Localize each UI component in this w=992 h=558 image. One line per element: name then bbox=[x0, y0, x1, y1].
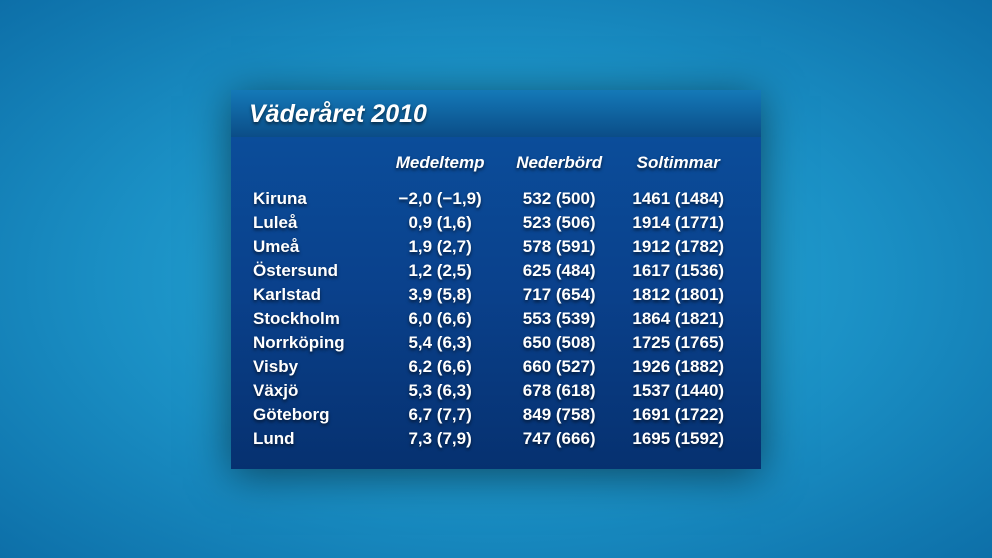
table-container: Medeltemp Nederbörd Soltimmar Kiruna−2,0… bbox=[231, 137, 761, 469]
cell-city: Visby bbox=[253, 355, 379, 379]
cell-soltimmar: 1914 (1771) bbox=[617, 211, 739, 235]
cell-nederbord: 849 (758) bbox=[501, 403, 618, 427]
table-row: Karlstad3,9 (5,8)717 (654)1812 (1801) bbox=[253, 283, 739, 307]
table-row: Visby6,2 (6,6)660 (527)1926 (1882) bbox=[253, 355, 739, 379]
cell-city: Lund bbox=[253, 427, 379, 451]
cell-city: Umeå bbox=[253, 235, 379, 259]
cell-nederbord: 553 (539) bbox=[501, 307, 618, 331]
cell-medeltemp: 5,4 (6,3) bbox=[379, 331, 501, 355]
table-row: Stockholm6,0 (6,6)553 (539)1864 (1821) bbox=[253, 307, 739, 331]
table-body: Kiruna−2,0 (−1,9)532 (500)1461 (1484)Lul… bbox=[253, 187, 739, 451]
cell-nederbord: 650 (508) bbox=[501, 331, 618, 355]
cell-soltimmar: 1691 (1722) bbox=[617, 403, 739, 427]
cell-city: Stockholm bbox=[253, 307, 379, 331]
cell-soltimmar: 1926 (1882) bbox=[617, 355, 739, 379]
table-row: Norrköping5,4 (6,3)650 (508)1725 (1765) bbox=[253, 331, 739, 355]
cell-city: Karlstad bbox=[253, 283, 379, 307]
cell-medeltemp: 6,0 (6,6) bbox=[379, 307, 501, 331]
cell-city: Göteborg bbox=[253, 403, 379, 427]
cell-soltimmar: 1725 (1765) bbox=[617, 331, 739, 355]
cell-medeltemp: 3,9 (5,8) bbox=[379, 283, 501, 307]
cell-soltimmar: 1812 (1801) bbox=[617, 283, 739, 307]
cell-nederbord: 532 (500) bbox=[501, 187, 618, 211]
table-row: Göteborg6,7 (7,7)849 (758)1691 (1722) bbox=[253, 403, 739, 427]
cell-medeltemp: 1,2 (2,5) bbox=[379, 259, 501, 283]
cell-nederbord: 625 (484) bbox=[501, 259, 618, 283]
cell-soltimmar: 1461 (1484) bbox=[617, 187, 739, 211]
table-row: Luleå0,9 (1,6)523 (506)1914 (1771) bbox=[253, 211, 739, 235]
cell-medeltemp: 7,3 (7,9) bbox=[379, 427, 501, 451]
cell-nederbord: 660 (527) bbox=[501, 355, 618, 379]
weather-table: Medeltemp Nederbörd Soltimmar Kiruna−2,0… bbox=[253, 151, 739, 451]
cell-soltimmar: 1617 (1536) bbox=[617, 259, 739, 283]
table-row: Östersund1,2 (2,5)625 (484)1617 (1536) bbox=[253, 259, 739, 283]
cell-nederbord: 678 (618) bbox=[501, 379, 618, 403]
cell-medeltemp: 6,2 (6,6) bbox=[379, 355, 501, 379]
table-row: Kiruna−2,0 (−1,9)532 (500)1461 (1484) bbox=[253, 187, 739, 211]
cell-medeltemp: 5,3 (6,3) bbox=[379, 379, 501, 403]
cell-city: Kiruna bbox=[253, 187, 379, 211]
cell-soltimmar: 1537 (1440) bbox=[617, 379, 739, 403]
header-nederbord: Nederbörd bbox=[501, 151, 618, 187]
table-row: Lund7,3 (7,9)747 (666)1695 (1592) bbox=[253, 427, 739, 451]
title-bar: Väderåret 2010 bbox=[231, 90, 761, 137]
cell-city: Luleå bbox=[253, 211, 379, 235]
cell-city: Växjö bbox=[253, 379, 379, 403]
cell-medeltemp: 6,7 (7,7) bbox=[379, 403, 501, 427]
cell-medeltemp: −2,0 (−1,9) bbox=[379, 187, 501, 211]
cell-nederbord: 717 (654) bbox=[501, 283, 618, 307]
cell-nederbord: 747 (666) bbox=[501, 427, 618, 451]
cell-medeltemp: 1,9 (2,7) bbox=[379, 235, 501, 259]
cell-nederbord: 523 (506) bbox=[501, 211, 618, 235]
header-soltimmar: Soltimmar bbox=[617, 151, 739, 187]
cell-soltimmar: 1695 (1592) bbox=[617, 427, 739, 451]
cell-soltimmar: 1912 (1782) bbox=[617, 235, 739, 259]
page-title: Väderåret 2010 bbox=[249, 100, 743, 129]
cell-soltimmar: 1864 (1821) bbox=[617, 307, 739, 331]
table-row: Växjö5,3 (6,3)678 (618)1537 (1440) bbox=[253, 379, 739, 403]
header-row: Medeltemp Nederbörd Soltimmar bbox=[253, 151, 739, 187]
cell-nederbord: 578 (591) bbox=[501, 235, 618, 259]
header-medeltemp: Medeltemp bbox=[379, 151, 501, 187]
cell-medeltemp: 0,9 (1,6) bbox=[379, 211, 501, 235]
header-city bbox=[253, 151, 379, 187]
weather-card: Väderåret 2010 Medeltemp Nederbörd Solti… bbox=[231, 90, 761, 469]
cell-city: Östersund bbox=[253, 259, 379, 283]
table-row: Umeå1,9 (2,7)578 (591)1912 (1782) bbox=[253, 235, 739, 259]
cell-city: Norrköping bbox=[253, 331, 379, 355]
